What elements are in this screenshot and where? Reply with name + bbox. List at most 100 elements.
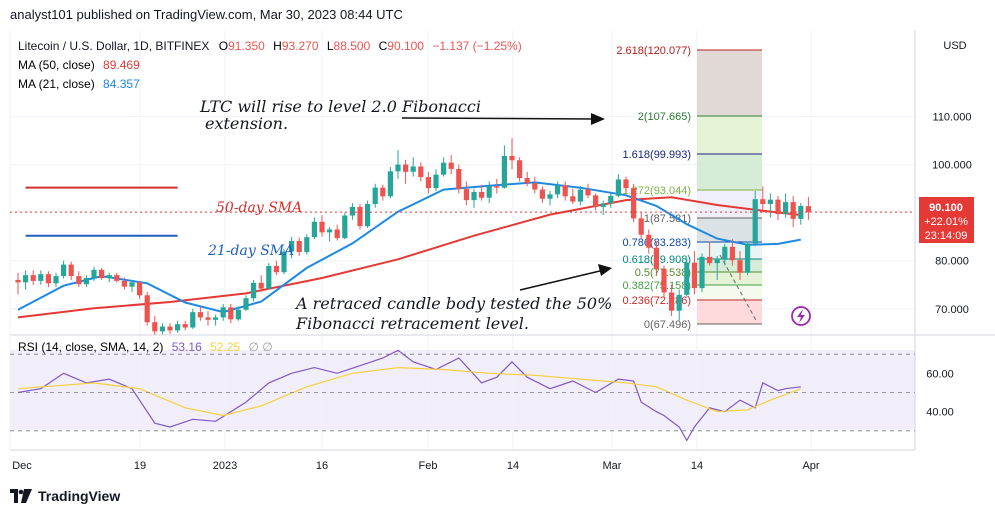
candle[interactable] <box>380 184 386 201</box>
candle[interactable] <box>547 191 553 206</box>
candle[interactable] <box>714 255 720 280</box>
candle[interactable] <box>243 295 249 312</box>
candle[interactable] <box>570 188 576 204</box>
candle[interactable] <box>752 191 758 247</box>
annotation-arrow-ltc[interactable] <box>401 117 599 120</box>
candle[interactable] <box>615 174 621 198</box>
candle[interactable] <box>539 186 545 204</box>
candle[interactable] <box>129 279 135 292</box>
candle[interactable] <box>281 248 287 275</box>
candle[interactable] <box>684 258 690 297</box>
candle[interactable] <box>273 260 279 276</box>
annotation-50-day-sma[interactable]: 50-day SMA <box>216 200 302 216</box>
candle[interactable] <box>494 179 500 194</box>
candle[interactable] <box>631 183 637 223</box>
candle[interactable] <box>61 260 67 279</box>
candle[interactable] <box>593 193 599 211</box>
candle[interactable] <box>425 171 431 194</box>
candle[interactable] <box>555 181 561 199</box>
candle[interactable] <box>53 272 59 288</box>
candle[interactable] <box>745 241 751 276</box>
candle[interactable] <box>623 176 629 194</box>
candle[interactable] <box>175 320 181 333</box>
candle[interactable] <box>805 196 811 220</box>
candle[interactable] <box>395 150 401 179</box>
candle[interactable] <box>509 138 515 170</box>
price-axis[interactable]: 110.000 100.000 80.000 70.000 <box>932 112 972 316</box>
candle[interactable] <box>197 306 203 321</box>
candle[interactable] <box>23 270 29 290</box>
candle[interactable] <box>220 303 226 321</box>
candle[interactable] <box>91 266 97 281</box>
candle[interactable] <box>737 251 743 280</box>
candle[interactable] <box>114 272 120 283</box>
time-axis[interactable]: Dec 19 2023 16 Feb 14 Mar 14 Apr <box>12 460 820 472</box>
candle[interactable] <box>403 159 409 184</box>
candle[interactable] <box>372 183 378 208</box>
candle[interactable] <box>501 145 507 189</box>
candle[interactable] <box>524 171 530 187</box>
rsi-legend-label[interactable]: RSI (14, close, SMA, 14, 2) <box>18 340 163 354</box>
tradingview-brand[interactable]: TradingView <box>38 488 121 504</box>
candle[interactable] <box>38 270 44 285</box>
candle[interactable] <box>562 181 568 201</box>
candle[interactable] <box>213 314 219 326</box>
candle[interactable] <box>410 157 416 177</box>
candle[interactable] <box>76 271 82 288</box>
ma21-legend-label[interactable]: MA (21, close) <box>18 77 95 91</box>
symbol-label[interactable]: Litecoin / U.S. Dollar, 1D, BITFINEX <box>18 39 209 53</box>
candle[interactable] <box>15 272 21 295</box>
candle[interactable] <box>722 243 728 266</box>
candle[interactable] <box>144 291 150 326</box>
candle[interactable] <box>45 271 51 288</box>
candle[interactable] <box>676 289 682 321</box>
candle[interactable] <box>448 154 454 175</box>
candle[interactable] <box>471 188 477 208</box>
candle[interactable] <box>661 265 667 297</box>
lightning-icon[interactable] <box>791 306 811 326</box>
price-axis-currency[interactable]: USD <box>943 40 966 52</box>
candle[interactable] <box>258 275 264 292</box>
candles[interactable] <box>15 138 811 336</box>
candle[interactable] <box>707 241 713 266</box>
candle[interactable] <box>365 200 371 229</box>
candle[interactable] <box>83 275 89 288</box>
candle[interactable] <box>691 251 697 295</box>
candle[interactable] <box>334 224 340 241</box>
candle[interactable] <box>760 186 766 213</box>
candle[interactable] <box>205 311 211 326</box>
candle[interactable] <box>441 157 447 177</box>
candle[interactable] <box>311 217 317 240</box>
candle[interactable] <box>159 323 165 336</box>
candle[interactable] <box>99 267 105 280</box>
candle[interactable] <box>653 241 659 276</box>
candle[interactable] <box>669 284 675 316</box>
ma50-legend-label[interactable]: MA (50, close) <box>18 58 95 72</box>
candle[interactable] <box>532 176 538 194</box>
candle[interactable] <box>357 203 363 230</box>
candle[interactable] <box>433 169 439 192</box>
candle[interactable] <box>418 162 424 182</box>
candle[interactable] <box>600 200 606 216</box>
candle[interactable] <box>304 234 310 255</box>
candle[interactable] <box>577 186 583 206</box>
annotation-ltc-line2[interactable]: extension. <box>205 114 288 133</box>
candle[interactable] <box>638 212 644 240</box>
candle[interactable] <box>790 195 796 228</box>
candle[interactable] <box>289 236 295 259</box>
candle[interactable] <box>585 183 591 199</box>
candle[interactable] <box>646 229 652 254</box>
candle[interactable] <box>30 270 36 285</box>
candle[interactable] <box>167 323 173 334</box>
candle[interactable] <box>775 195 781 220</box>
candle[interactable] <box>456 164 462 194</box>
candle[interactable] <box>182 320 188 331</box>
candle[interactable] <box>296 237 302 256</box>
candle[interactable] <box>106 272 112 283</box>
candle[interactable] <box>699 253 705 292</box>
candle[interactable] <box>463 181 469 206</box>
candle[interactable] <box>319 215 325 237</box>
annotation-21-day-sma[interactable]: 21-day SMA <box>207 243 294 259</box>
horizontal-lines[interactable] <box>25 186 178 237</box>
